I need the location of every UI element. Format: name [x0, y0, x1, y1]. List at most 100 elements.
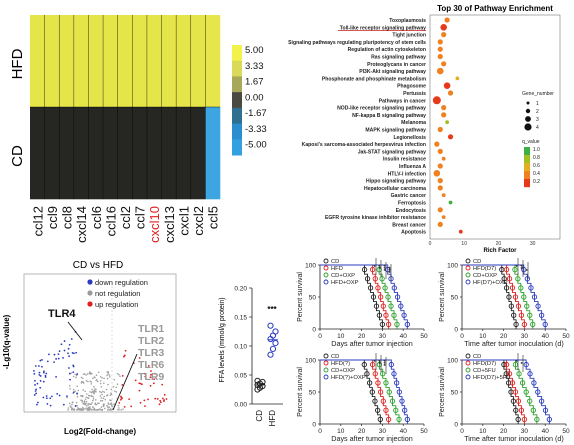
volcano-point-not-regulated — [119, 375, 121, 378]
colorbar-tick-label: -5.00 — [245, 140, 267, 151]
heatmap-cell — [103, 15, 118, 108]
survival-legend-marker — [323, 353, 329, 359]
pathway-point — [437, 46, 443, 52]
survival-panel-3: 0 50 100 0 10 20 30 40 50 Percent survival Days af… — [297, 353, 428, 443]
volcano-point-not-regulated — [112, 385, 115, 388]
q-value-legend-segment — [524, 171, 530, 180]
heatmap-colorbar: 5.00 3.33 1.67 0.00 -1.67 -3.33 -5.00 — [232, 45, 267, 156]
heatmap-column-label: cxcl1 — [176, 206, 191, 236]
ffa-category-label: HFD — [268, 410, 277, 427]
volcano-point-not-regulated — [117, 408, 119, 411]
volcano-point-up — [149, 376, 152, 379]
heatmap-column-label: cxcl13 — [162, 206, 177, 243]
heatmap-cell — [205, 107, 221, 200]
volcano-point-not-regulated — [118, 407, 120, 409]
volcano-point-not-regulated — [84, 408, 86, 410]
survival-x-tick-label: 40 — [542, 333, 550, 340]
volcano-point-up — [156, 398, 159, 400]
survival-curve — [320, 359, 408, 424]
volcano-point-down — [62, 403, 65, 406]
volcano-point-not-regulated — [91, 391, 93, 394]
volcano-point-not-regulated — [77, 389, 80, 392]
volcano-point-not-regulated — [94, 402, 97, 404]
volcano-point-down — [38, 371, 41, 374]
volcano-point-not-regulated — [101, 408, 104, 411]
volcano-point-not-regulated — [115, 386, 118, 389]
survival-legend-label: HFD(D7) — [473, 361, 496, 367]
survival-legend-label: HF(D7)+OXP — [473, 280, 508, 286]
volcano-point-up — [150, 370, 152, 372]
volcano-point-down — [75, 351, 78, 354]
volcano-annotation-arrow — [112, 353, 138, 411]
heatmap-column-label: cxcl2 — [191, 206, 206, 236]
pathway-point — [436, 67, 444, 75]
survival-legend-label: CD — [331, 354, 339, 360]
volcano-point-down — [73, 352, 75, 355]
survival-x-label: Time after tumor inoculation (d) — [464, 434, 564, 443]
volcano-point-not-regulated — [92, 396, 95, 398]
volcano-point-up — [123, 405, 126, 408]
volcano-point-up — [154, 397, 157, 400]
pathway-category-label: Tight junction — [392, 33, 426, 39]
volcano-point-not-regulated — [104, 407, 106, 410]
volcano-point-not-regulated — [96, 380, 99, 383]
heatmap-cell — [176, 15, 192, 108]
survival-curve — [462, 359, 519, 424]
survival-legend-marker — [323, 258, 329, 264]
pathway-category-label: Proteoglycans in cancer — [367, 62, 426, 68]
survival-x-tick-label: 10 — [479, 428, 487, 435]
volcano-point-up — [130, 405, 133, 408]
volcano-point-down — [44, 374, 47, 377]
volcano-point-not-regulated — [86, 373, 89, 375]
q-value-legend-tick: 0.4 — [533, 171, 540, 177]
pathway-category-label: Phagosome — [397, 84, 426, 90]
ffa-y-tick-label: 0.10 — [234, 344, 247, 351]
volcano-point-not-regulated — [89, 406, 91, 408]
volcano-point-not-regulated — [106, 374, 108, 377]
volcano-point-not-regulated — [72, 388, 75, 391]
volcano-point-not-regulated — [69, 387, 71, 390]
survival-legend-marker — [323, 272, 329, 278]
heatmap-cells — [30, 15, 221, 200]
q-value-legend-segment — [524, 179, 530, 188]
volcano-point-up — [138, 389, 141, 392]
volcano-point-not-regulated — [99, 390, 101, 393]
volcano-point-not-regulated — [110, 388, 112, 391]
ffa-point — [267, 322, 274, 329]
volcano-legend-label: not regulation — [95, 289, 140, 298]
volcano-point-not-regulated — [95, 399, 97, 401]
survival-legend-label: HFD(D7) — [473, 266, 496, 272]
volcano-point-not-regulated — [87, 404, 89, 406]
ffa-y-label: FFA levels (mmol/g protein) — [219, 297, 226, 382]
ffa-point — [254, 377, 261, 384]
pathway-point — [447, 134, 454, 140]
heatmap-column-labels: ccl12 ccl9 ccl8 cxcl14 ccl6 ccl16 ccl2 ccl7 cxcl… — [30, 206, 220, 243]
survival-significance-label: * — [526, 268, 532, 271]
volcano-point-not-regulated — [93, 389, 95, 392]
volcano-point-up — [149, 384, 152, 387]
volcano-point-down — [35, 392, 38, 395]
pathway-point — [447, 90, 454, 96]
volcano-point-not-regulated — [75, 374, 78, 377]
heatmap-cell — [103, 107, 118, 200]
volcano-point-down — [68, 355, 71, 358]
volcano-point-not-regulated — [85, 402, 87, 405]
colorbar-segment — [232, 107, 242, 125]
volcano-point-up — [161, 383, 164, 386]
volcano-point-not-regulated — [100, 391, 103, 394]
colorbar-tick-label: 3.33 — [245, 61, 264, 72]
volcano-point-down — [67, 352, 69, 355]
pathway-x-ticks: 0 10 20 30 — [429, 241, 536, 247]
gene-number-legend-label: 3 — [536, 117, 539, 123]
pathway-category-label: Gastric cancer — [391, 193, 426, 199]
volcano-point-not-regulated — [75, 408, 78, 411]
volcano-legend: down regulation not regulation up regulati… — [87, 278, 148, 309]
survival-legend-marker — [465, 265, 471, 271]
ffa-category-labels: CD HFD — [255, 410, 277, 427]
volcano-point-not-regulated — [85, 396, 88, 399]
volcano-point-down — [71, 351, 74, 354]
survival-legend-marker — [465, 360, 471, 366]
pathway-category-label: HTLV-I infection — [388, 171, 426, 177]
